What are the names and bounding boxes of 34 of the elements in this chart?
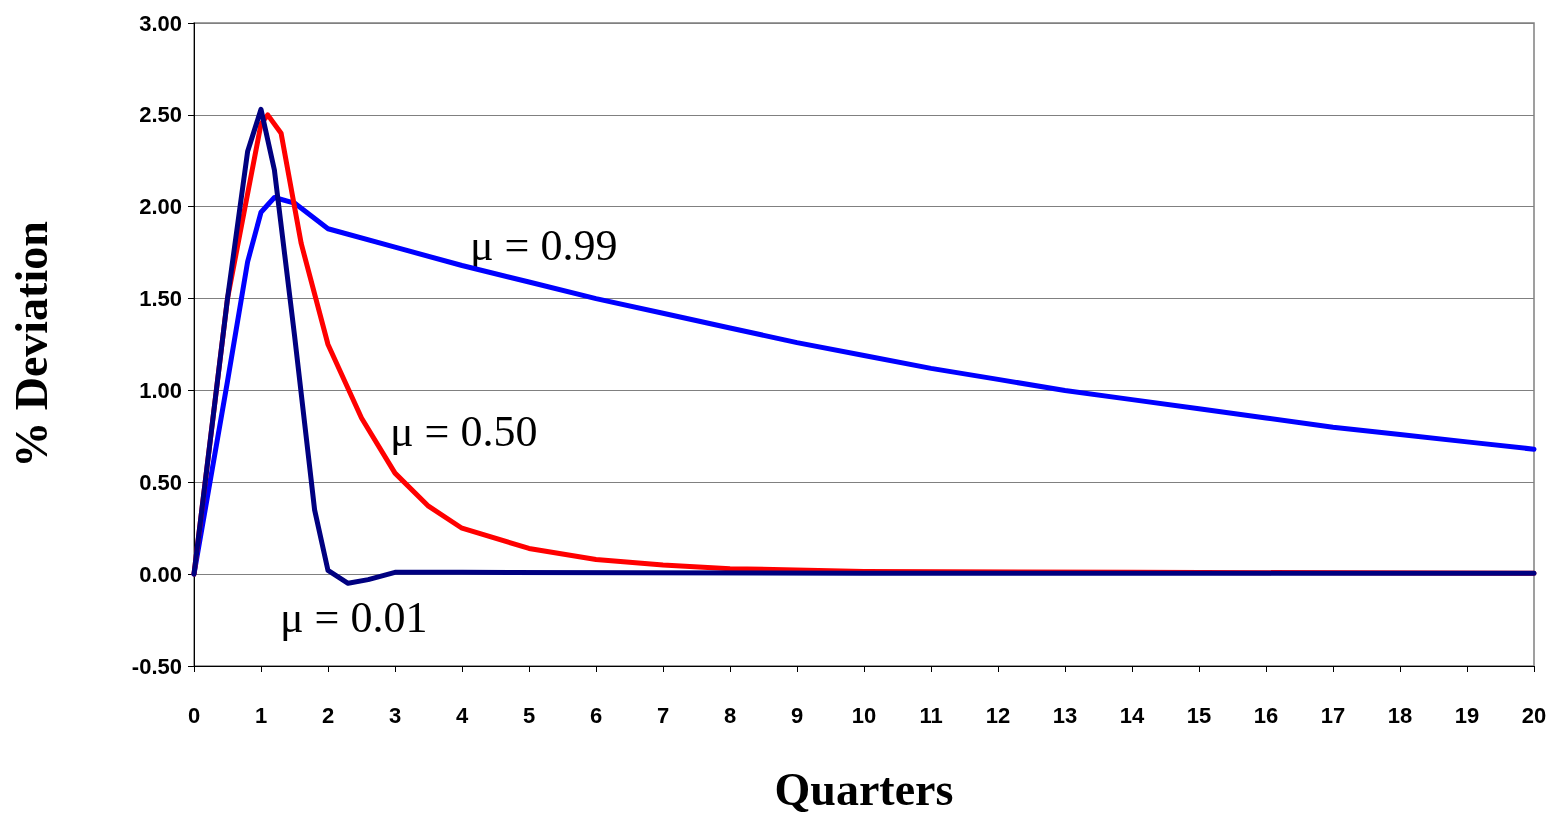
x-tick-label: 9 <box>790 702 804 728</box>
x-tick-label: 14 <box>1119 702 1145 728</box>
x-tick-label: 20 <box>1521 702 1547 728</box>
x-tick-label: 10 <box>851 702 877 728</box>
annotation: μ = 0.01 <box>280 592 428 642</box>
annotation: μ = 0.99 <box>470 220 618 270</box>
x-tick-label: 12 <box>985 702 1011 728</box>
y-axis-title: % Deviation <box>5 221 57 468</box>
x-tick-label: 13 <box>1052 702 1078 728</box>
y-tick-label: 1.00 <box>139 377 182 403</box>
x-tick-label: 0 <box>187 702 201 728</box>
x-tick-label: 1 <box>254 702 268 728</box>
x-tick-label: 5 <box>522 702 536 728</box>
x-axis-title: Quarters <box>774 763 954 815</box>
x-tick-label: 18 <box>1387 702 1413 728</box>
annotation: μ = 0.50 <box>390 406 538 456</box>
x-tick-label: 15 <box>1186 702 1212 728</box>
x-tick-label: 19 <box>1454 702 1480 728</box>
x-tick-label: 4 <box>455 702 469 728</box>
y-tick-label: 2.50 <box>139 102 182 128</box>
x-tick-label: 6 <box>589 702 603 728</box>
y-tick-label: 0.50 <box>139 469 182 495</box>
y-tick-label: 3.00 <box>139 10 182 36</box>
x-tick-label: 7 <box>656 702 670 728</box>
y-tick-label: 0.00 <box>139 561 182 587</box>
x-tick-label: 17 <box>1320 702 1346 728</box>
x-tick-label: 11 <box>919 702 943 728</box>
y-tick-label: -0.50 <box>131 653 182 679</box>
y-tick-label: 2.00 <box>139 194 182 220</box>
x-tick-label: 2 <box>321 702 335 728</box>
x-tick-label: 8 <box>723 702 737 728</box>
x-tick-label: 16 <box>1253 702 1279 728</box>
x-tick-label: 3 <box>388 702 402 728</box>
y-tick-label: 1.50 <box>139 286 182 312</box>
